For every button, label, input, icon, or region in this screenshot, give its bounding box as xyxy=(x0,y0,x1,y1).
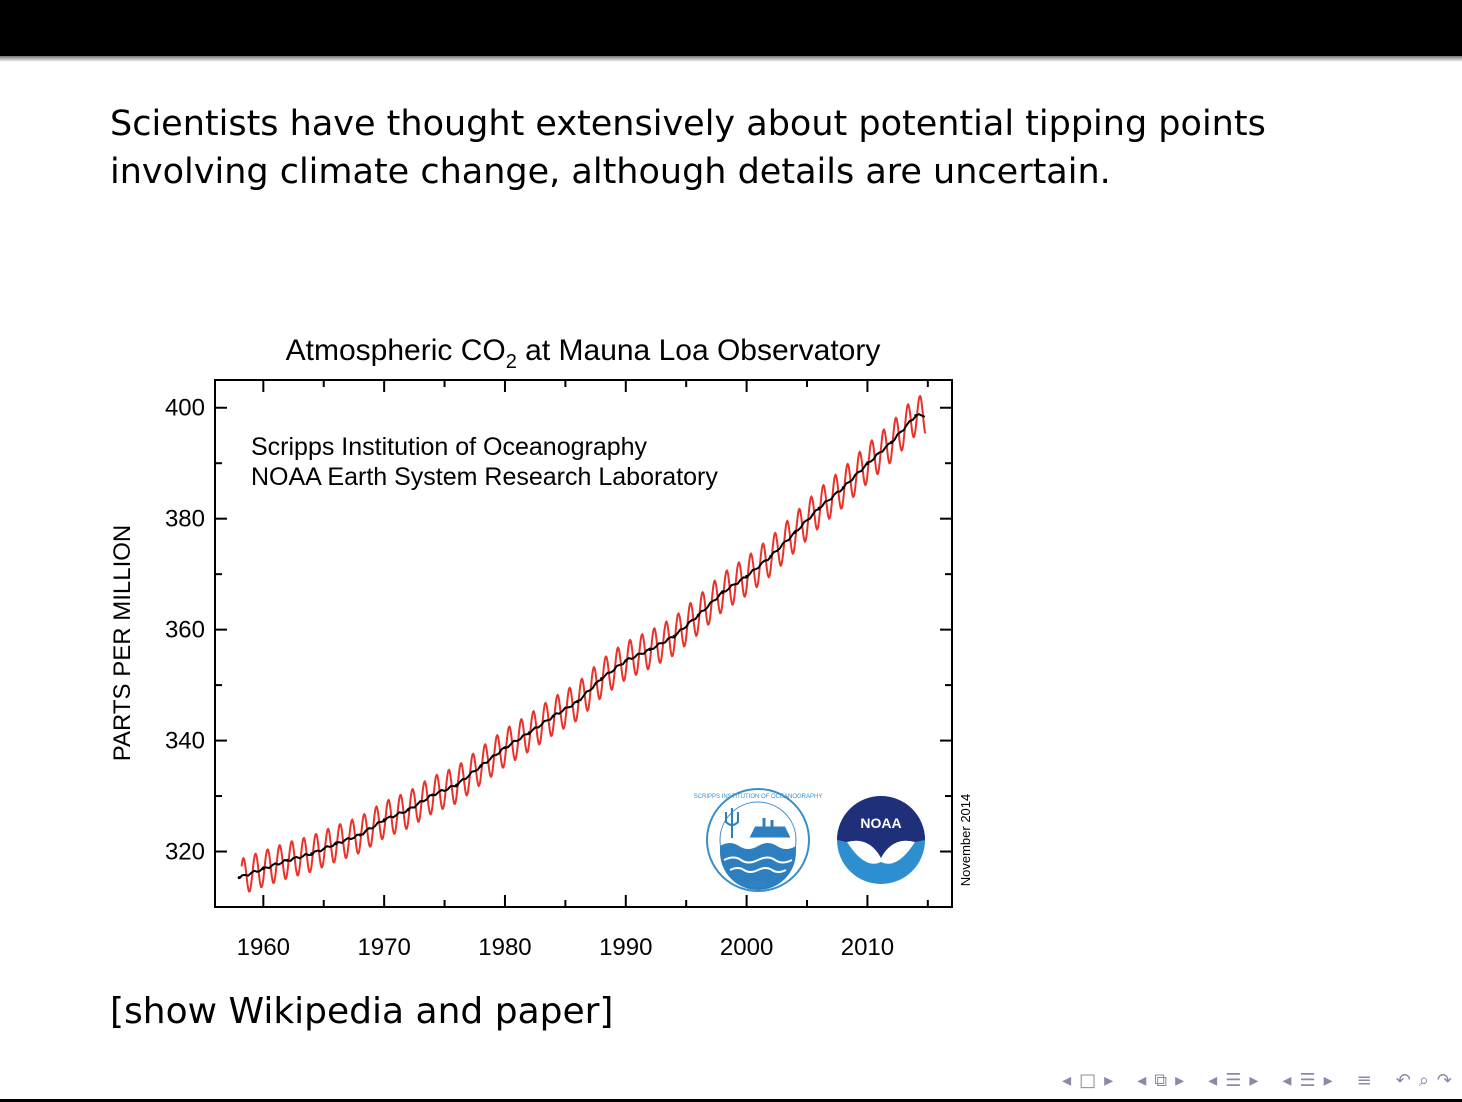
trend-point xyxy=(817,506,821,510)
nav-forward-icon[interactable]: ↷ xyxy=(1436,1069,1452,1091)
trend-point xyxy=(624,659,628,663)
trend-point xyxy=(575,700,579,704)
nav-frame-right-icon[interactable]: ▸ xyxy=(1104,1069,1114,1091)
trend-point xyxy=(890,440,894,444)
trend-point xyxy=(455,783,459,787)
slide-header-bar xyxy=(0,0,1462,56)
scripps-logo: UCSD SCRIPPS INSTITUTION OF OCEANOGRAPHY xyxy=(694,788,823,892)
trend-point xyxy=(430,793,434,797)
chart-svg: Atmospheric CO2 at Mauna Loa Observatory… xyxy=(109,334,973,961)
trend-point xyxy=(285,858,289,862)
nav-doc-icon[interactable]: ☰ xyxy=(1299,1069,1316,1091)
nav-frame-left-icon[interactable]: ◂ xyxy=(1062,1069,1072,1091)
scripps-logo-text: UCSD xyxy=(749,882,767,888)
credit-line-1: Scripps Institution of Oceanography xyxy=(251,433,648,461)
trend-point xyxy=(406,808,410,812)
plot-frame xyxy=(214,379,953,908)
chart-title: Atmospheric CO2 at Mauna Loa Observatory xyxy=(286,334,881,373)
trend-point xyxy=(358,833,362,837)
trend-point xyxy=(745,574,749,578)
x-tick-label: 1980 xyxy=(478,934,531,961)
beamer-navigation: ◂ □ ▸ ◂ ⧉ ▸ ◂ ☰ ▸ ◂ ☰ ▸ ≡ ↶ ⌕ ↷ xyxy=(1060,1066,1454,1094)
trend-point xyxy=(696,613,700,617)
nav-subsection-right-icon[interactable]: ▸ xyxy=(1175,1069,1185,1091)
nav-section-icon[interactable]: ☰ xyxy=(1225,1069,1242,1091)
bottom-rule xyxy=(0,1099,1462,1102)
trend-point xyxy=(261,867,265,871)
series-monthly-line xyxy=(240,394,927,893)
trend-point xyxy=(334,842,338,846)
series-trend-line xyxy=(238,412,926,880)
nav-section-right-icon[interactable]: ▸ xyxy=(1249,1069,1259,1091)
noaa-logo: NOAA xyxy=(830,789,932,891)
y-tick-label: 380 xyxy=(165,506,205,533)
chart-title-rest: at Mauna Loa Observatory xyxy=(517,334,881,367)
header-shadow xyxy=(0,56,1462,62)
nav-section-left2-icon[interactable]: ◂ xyxy=(1282,1069,1292,1091)
x-tick-label: 1970 xyxy=(357,934,410,961)
footer-link-text[interactable]: [show Wikipedia and paper] xyxy=(110,991,614,1032)
trend-point xyxy=(865,462,869,466)
trend-point xyxy=(600,676,604,680)
nav-subsection-icon[interactable]: ⧉ xyxy=(1154,1069,1168,1091)
chart-title-sub: 2 xyxy=(506,351,517,373)
y-tick-label: 400 xyxy=(165,395,205,422)
scripps-ring-text: SCRIPPS INSTITUTION OF OCEANOGRAPHY xyxy=(694,794,823,800)
trend-point xyxy=(503,746,507,750)
x-tick-label: 1990 xyxy=(599,934,652,961)
nav-search-icon[interactable]: ⌕ xyxy=(1418,1069,1429,1091)
chart-title-main: Atmospheric CO xyxy=(286,334,506,367)
nav-outline-icon[interactable]: ≡ xyxy=(1356,1069,1372,1091)
nav-doc-right-icon[interactable]: ▸ xyxy=(1323,1069,1333,1091)
trend-point xyxy=(527,731,531,735)
nav-section-left-icon[interactable]: ◂ xyxy=(1208,1069,1218,1091)
nav-back-icon[interactable]: ↶ xyxy=(1395,1069,1411,1091)
y-tick-label: 360 xyxy=(165,617,205,644)
x-tick-label: 2000 xyxy=(720,934,773,961)
x-tick-label: 1960 xyxy=(237,934,290,961)
co2-chart: Atmospheric CO2 at Mauna Loa Observatory… xyxy=(100,320,1000,980)
y-axis-label: PARTS PER MILLION xyxy=(109,525,136,762)
trend-point xyxy=(769,554,773,558)
trend-point xyxy=(310,852,314,856)
chart-date-label: November 2014 xyxy=(958,794,973,887)
nav-frame-icon[interactable]: □ xyxy=(1079,1069,1097,1091)
trend-point xyxy=(720,590,724,594)
x-tick-label: 2010 xyxy=(841,934,894,961)
trend-point xyxy=(551,714,555,718)
y-tick-label: 340 xyxy=(165,728,205,755)
trend-point xyxy=(237,876,241,880)
trend-point xyxy=(793,531,797,535)
intro-text: Scientists have thought extensively abou… xyxy=(110,104,1266,192)
trend-point xyxy=(914,414,918,418)
trend-point xyxy=(841,486,845,490)
trend-point xyxy=(648,648,652,652)
trend-point xyxy=(479,764,483,768)
trend-point xyxy=(672,634,676,638)
noaa-logo-text: NOAA xyxy=(860,815,901,831)
credit-line-2: NOAA Earth System Research Laboratory xyxy=(251,463,718,491)
y-tick-label: 320 xyxy=(165,839,205,866)
trend-point xyxy=(382,818,386,822)
nav-subsection-left-icon[interactable]: ◂ xyxy=(1137,1069,1147,1091)
